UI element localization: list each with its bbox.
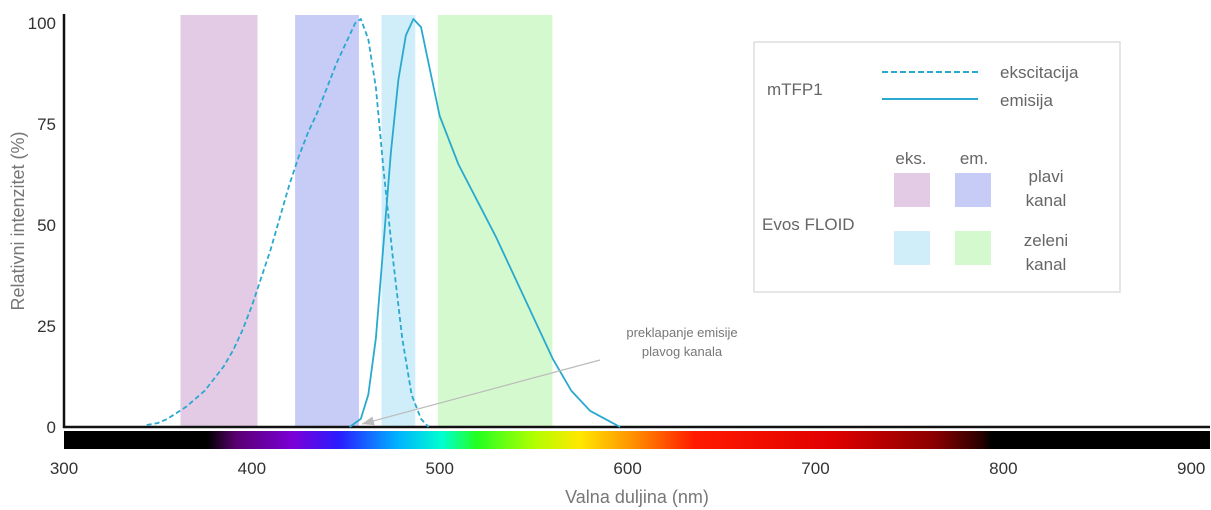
legend-swatch-blue-ex — [894, 173, 930, 207]
channel-bands — [180, 15, 553, 427]
x-tick-400: 400 — [238, 459, 266, 478]
x-tick-labels: 300 400 500 600 700 800 900 — [50, 459, 1206, 478]
legend-dashed-label: ekscitacija — [1000, 63, 1079, 82]
y-tick-75: 75 — [37, 115, 56, 134]
legend-green-channel-line-2: kanal — [1026, 255, 1067, 274]
legend-blue-channel-line-1: plavi — [1029, 167, 1064, 186]
legend-swatch-green-em — [955, 231, 991, 265]
legend-col-em: em. — [960, 149, 988, 168]
annotation-line-1: preklapanje emisije — [626, 325, 737, 340]
legend-col-ex: eks. — [895, 149, 926, 168]
series-emisija — [349, 18, 621, 428]
band-blue-em — [295, 15, 359, 427]
y-axis-title: Relativni intenzitet (%) — [8, 131, 28, 310]
curves — [146, 18, 621, 428]
legend-swatch-blue-em — [955, 173, 991, 207]
band-blue-ex — [180, 15, 258, 427]
legend-blue-channel-line-2: kanal — [1026, 191, 1067, 210]
series-ekscitacija — [146, 18, 430, 428]
y-tick-50: 50 — [37, 216, 56, 235]
x-axis-title: Valna duljina (nm) — [565, 487, 709, 507]
x-tick-600: 600 — [613, 459, 641, 478]
legend-fluorophore: mTFP1 — [767, 80, 823, 99]
legend-box — [753, 41, 1121, 293]
annotation-arrow — [361, 359, 601, 425]
annotation-line-2: plavog kanala — [642, 344, 723, 359]
spectrum-bar — [64, 431, 1210, 449]
legend-swatch-green-ex — [894, 231, 930, 265]
y-tick-100: 100 — [28, 14, 56, 33]
x-tick-500: 500 — [426, 459, 454, 478]
x-tick-700: 700 — [801, 459, 829, 478]
y-tick-25: 25 — [37, 317, 56, 336]
x-tick-800: 800 — [989, 459, 1017, 478]
legend-solid-label: emisija — [1000, 91, 1053, 110]
band-green-em — [437, 15, 553, 427]
legend-green-channel-line-1: zeleni — [1024, 231, 1068, 250]
y-tick-labels: 0 25 50 75 100 — [28, 14, 56, 437]
x-tick-300: 300 — [50, 459, 78, 478]
y-tick-0: 0 — [47, 418, 56, 437]
legend-instrument: Evos FLOID — [762, 215, 855, 234]
x-tick-900: 900 — [1177, 459, 1205, 478]
annotation-arrowhead — [361, 416, 375, 426]
legend: mTFP1 ekscitacija emisija eks. em. Evos … — [753, 41, 1121, 293]
